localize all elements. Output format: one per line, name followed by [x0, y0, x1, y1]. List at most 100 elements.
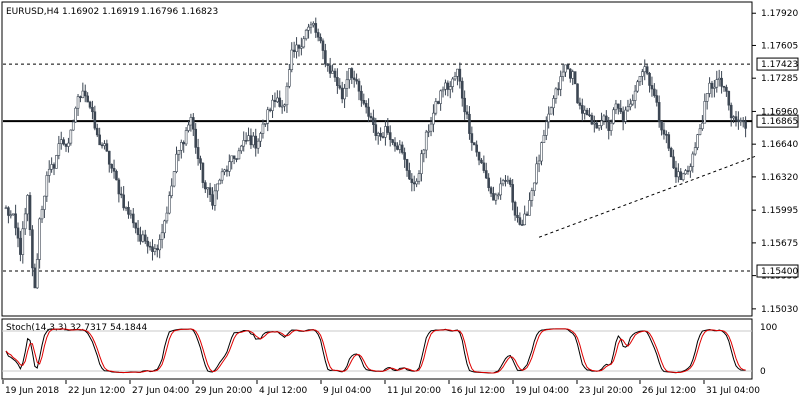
candle-body [175, 153, 178, 172]
candle-body [204, 182, 207, 190]
candle-body [564, 64, 567, 73]
candle-body [684, 170, 687, 175]
candle-body [400, 144, 404, 153]
candle-body [732, 116, 735, 119]
candle-body [199, 158, 202, 164]
candle-body [508, 179, 512, 185]
candle-body [223, 169, 226, 173]
candle-body [412, 182, 416, 185]
candle-body [520, 224, 524, 226]
candle-body [444, 82, 447, 90]
candle-body [129, 213, 133, 216]
candle-body [278, 97, 282, 107]
candle-body [295, 44, 298, 52]
candle-body [155, 248, 159, 251]
candle-body [727, 91, 731, 106]
low-value: 1.16796 [141, 7, 178, 17]
candle-body [417, 173, 421, 182]
candle-body [324, 50, 327, 65]
candle-body [590, 115, 594, 125]
candle-body [525, 213, 529, 216]
price-tick-label: 1.16960 [761, 107, 798, 117]
candle-body [38, 218, 41, 260]
candle-body [513, 201, 517, 216]
candle-body [31, 229, 34, 269]
candle-body [484, 170, 488, 179]
candle-body [415, 180, 418, 185]
candle-body [345, 79, 349, 89]
time-tick-label: 31 Jul 04:00 [706, 386, 760, 396]
candle-body [737, 119, 740, 122]
candle-body [475, 144, 478, 153]
candle-body [376, 132, 380, 136]
candle-body [612, 109, 615, 124]
candle-body [350, 68, 354, 79]
candle-body [280, 105, 284, 108]
candle-body [136, 227, 140, 236]
candle-body [14, 213, 17, 229]
candle-body [571, 71, 575, 79]
candle-body [631, 100, 635, 105]
candle-body [69, 129, 73, 144]
time-tick-label: 29 Jun 20:00 [195, 386, 252, 396]
candle-body [597, 125, 601, 129]
time-tick-label: 23 Jul 20:00 [579, 386, 633, 396]
candle-body [547, 113, 550, 123]
candle-body [151, 246, 154, 252]
candle-body [648, 73, 651, 86]
candle-body [261, 123, 265, 134]
candle-body [439, 90, 442, 104]
candle-body [374, 124, 378, 136]
candle-body [552, 98, 555, 109]
candle-body [211, 194, 214, 206]
candle-body [734, 116, 738, 121]
candle-body [45, 175, 49, 197]
candle-body [357, 80, 361, 92]
candle-body [240, 145, 243, 152]
candle-body [271, 99, 274, 111]
candle-body [170, 185, 173, 196]
candle-body [744, 121, 747, 129]
candle-body [86, 95, 89, 103]
level-label-box [756, 114, 799, 128]
candle-body [105, 143, 109, 152]
candle-body [460, 80, 464, 99]
candle-body [434, 101, 438, 114]
candle-body [285, 85, 289, 106]
candle-body [499, 183, 502, 196]
candle-body [710, 82, 714, 89]
candle-body [16, 227, 20, 239]
candle-body [208, 187, 212, 195]
candle-body [83, 90, 87, 97]
candle-body [504, 180, 507, 182]
candle-body [64, 143, 68, 147]
symbol-label: EURUSD,H4 [6, 7, 59, 17]
candle-body [355, 79, 358, 82]
level-label-box [756, 57, 799, 71]
candle-body [643, 66, 647, 73]
candle-body [259, 133, 262, 142]
stoch-tick-0: 0 [760, 367, 766, 377]
candle-body [276, 97, 279, 102]
candle-body [273, 99, 277, 102]
horizontal-levels [3, 63, 752, 272]
time-tick-label: 26 Jul 12:00 [642, 386, 696, 396]
candle-body [300, 46, 303, 49]
candle-body [131, 213, 135, 224]
candle-body [381, 136, 385, 138]
candle-body [110, 163, 113, 169]
candle-body [362, 99, 366, 104]
candle-body [556, 88, 560, 91]
candle-body [573, 71, 577, 85]
candle-body [57, 143, 61, 156]
candle-body [681, 173, 685, 181]
candle-body [667, 134, 671, 149]
level-labels: 1.17423 1.16865 1.15400 [756, 57, 799, 278]
stoch-signal-line [5, 328, 746, 374]
candle-body [581, 105, 584, 114]
candle-body [720, 77, 723, 87]
candle-body [115, 170, 118, 181]
candle-body [650, 85, 654, 90]
candle-body [609, 122, 613, 131]
